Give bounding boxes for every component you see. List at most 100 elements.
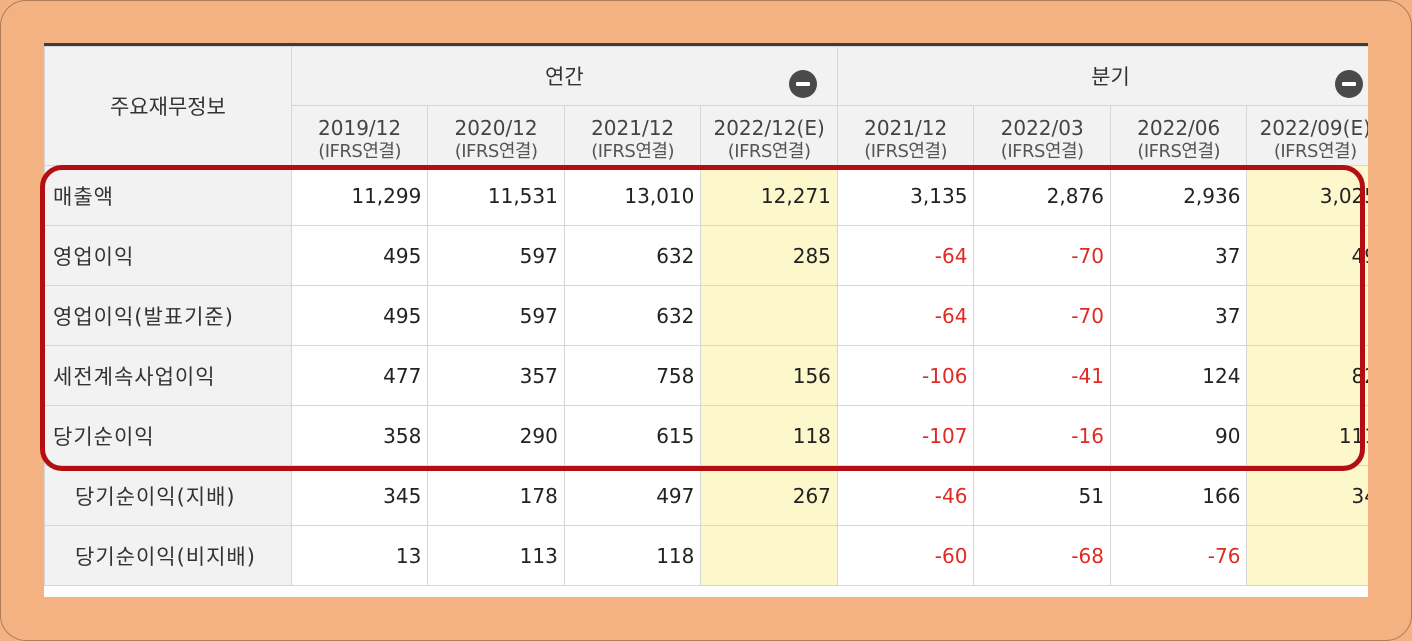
value-cell: 2,876 xyxy=(973,165,1111,226)
value-cell: 495 xyxy=(290,225,429,286)
value-cell: 90 xyxy=(1109,405,1248,466)
value-cell: 13,010 xyxy=(563,165,702,226)
value-cell xyxy=(1246,285,1368,346)
financial-summary-panel: 주요재무정보 연간 분기 2019/12 (IFRS연결) 2020/12 (IFRS… xyxy=(44,43,1368,597)
value-cell: 118 xyxy=(700,405,838,466)
value-cell: 111 xyxy=(1246,405,1368,466)
period-header: 2022/12(E) (IFRS연결) xyxy=(700,105,838,166)
value-cell: 13 xyxy=(290,525,429,586)
period-basis: (IFRS연결) xyxy=(454,141,538,162)
row-label: 영업이익(발표기준) xyxy=(44,285,292,346)
value-cell: 477 xyxy=(290,345,429,406)
value-cell: 285 xyxy=(700,225,838,286)
value-cell: 615 xyxy=(563,405,702,466)
value-cell: 124 xyxy=(1109,345,1248,406)
period-basis: (IFRS연결) xyxy=(591,141,674,162)
period-date: 2021/12 xyxy=(864,116,948,140)
value-cell: 290 xyxy=(427,405,565,466)
row-label: 세전계속사업이익 xyxy=(44,345,292,406)
value-cell: 12,271 xyxy=(700,165,838,226)
table-row: 당기순이익(비지배) 13 113 118 -60 -68 -76 xyxy=(44,525,1368,586)
value-cell: 178 xyxy=(427,465,565,526)
value-cell: 156 xyxy=(700,345,838,406)
quarterly-group-label: 분기 xyxy=(1091,65,1130,89)
period-basis: (IFRS연결) xyxy=(1273,141,1357,162)
value-cell: 11,531 xyxy=(427,165,565,226)
value-cell: 166 xyxy=(1109,465,1248,526)
period-date: 2022/12(E) xyxy=(713,116,825,140)
value-cell: -16 xyxy=(973,405,1111,466)
value-cell: 113 xyxy=(427,525,565,586)
period-header: 2021/12 (IFRS연결) xyxy=(563,105,702,166)
value-cell xyxy=(700,525,838,586)
value-cell: 345 xyxy=(290,465,429,526)
value-cell: -70 xyxy=(973,285,1111,346)
period-date: 2022/09(E) xyxy=(1259,116,1368,140)
value-cell: 118 xyxy=(563,525,702,586)
value-cell: 37 xyxy=(1109,285,1248,346)
row-label: 당기순이익(비지배) xyxy=(44,525,292,586)
period-header: 2022/09(E) (IFRS연결) xyxy=(1246,105,1368,166)
period-header: 2019/12 (IFRS연결) xyxy=(290,105,429,166)
value-cell xyxy=(1246,525,1368,586)
period-header: 2021/12 (IFRS연결) xyxy=(836,105,975,166)
value-cell: -64 xyxy=(836,285,975,346)
value-cell: -70 xyxy=(973,225,1111,286)
value-cell: 3,135 xyxy=(836,165,975,226)
row-label: 당기순이익(지배) xyxy=(44,465,292,526)
value-cell: 758 xyxy=(563,345,702,406)
period-date: 2020/12 xyxy=(454,116,538,140)
period-date: 2021/12 xyxy=(591,116,675,140)
value-cell: -46 xyxy=(836,465,975,526)
value-cell: 49 xyxy=(1246,225,1368,286)
period-header: 2022/03 (IFRS연결) xyxy=(973,105,1111,166)
minus-circle-icon[interactable] xyxy=(1335,70,1363,98)
value-cell: -106 xyxy=(836,345,975,406)
table-row: 영업이익(발표기준) 495 597 632 -64 -70 37 xyxy=(44,285,1368,346)
value-cell: 82 xyxy=(1246,345,1368,406)
period-date: 2022/06 xyxy=(1137,116,1221,140)
row-label: 영업이익 xyxy=(44,225,292,286)
value-cell: 51 xyxy=(973,465,1111,526)
top-border xyxy=(44,43,1368,46)
value-cell: 37 xyxy=(1109,225,1248,286)
row-label-header: 주요재무정보 xyxy=(44,46,292,166)
value-cell: 34 xyxy=(1246,465,1368,526)
value-cell xyxy=(700,285,838,346)
value-cell: 267 xyxy=(700,465,838,526)
value-cell: 632 xyxy=(563,225,702,286)
value-cell: 597 xyxy=(427,225,565,286)
value-cell: -107 xyxy=(836,405,975,466)
value-cell: 597 xyxy=(427,285,565,346)
period-basis: (IFRS연결) xyxy=(1000,141,1084,162)
annual-group-header: 연간 xyxy=(290,46,838,106)
period-header: 2020/12 (IFRS연결) xyxy=(427,105,565,166)
period-date: 2019/12 xyxy=(318,116,402,140)
period-header: 2022/06 (IFRS연결) xyxy=(1109,105,1248,166)
period-basis: (IFRS연결) xyxy=(1137,141,1221,162)
period-basis: (IFRS연결) xyxy=(318,141,401,162)
table-row: 매출액 11,299 11,531 13,010 12,271 3,135 2,876 2,9… xyxy=(44,165,1368,226)
value-cell: 497 xyxy=(563,465,702,526)
value-cell: -60 xyxy=(836,525,975,586)
period-basis: (IFRS연결) xyxy=(864,141,948,162)
annual-group-label: 연간 xyxy=(545,65,584,89)
row-label: 당기순이익 xyxy=(44,405,292,466)
quarterly-group-header: 분기 xyxy=(836,46,1368,106)
value-cell: 11,299 xyxy=(290,165,429,226)
value-cell: 632 xyxy=(563,285,702,346)
value-cell: 495 xyxy=(290,285,429,346)
value-cell: -64 xyxy=(836,225,975,286)
minus-circle-icon[interactable] xyxy=(788,70,817,98)
value-cell: -76 xyxy=(1109,525,1248,586)
financial-table: 주요재무정보 연간 분기 2019/12 (IFRS연결) 2020/12 (IFRS… xyxy=(44,46,1368,586)
value-cell: 2,936 xyxy=(1109,165,1248,226)
value-cell: -41 xyxy=(973,345,1111,406)
value-cell: 3,025 xyxy=(1246,165,1368,226)
value-cell: 357 xyxy=(427,345,565,406)
period-basis: (IFRS연결) xyxy=(727,141,811,162)
